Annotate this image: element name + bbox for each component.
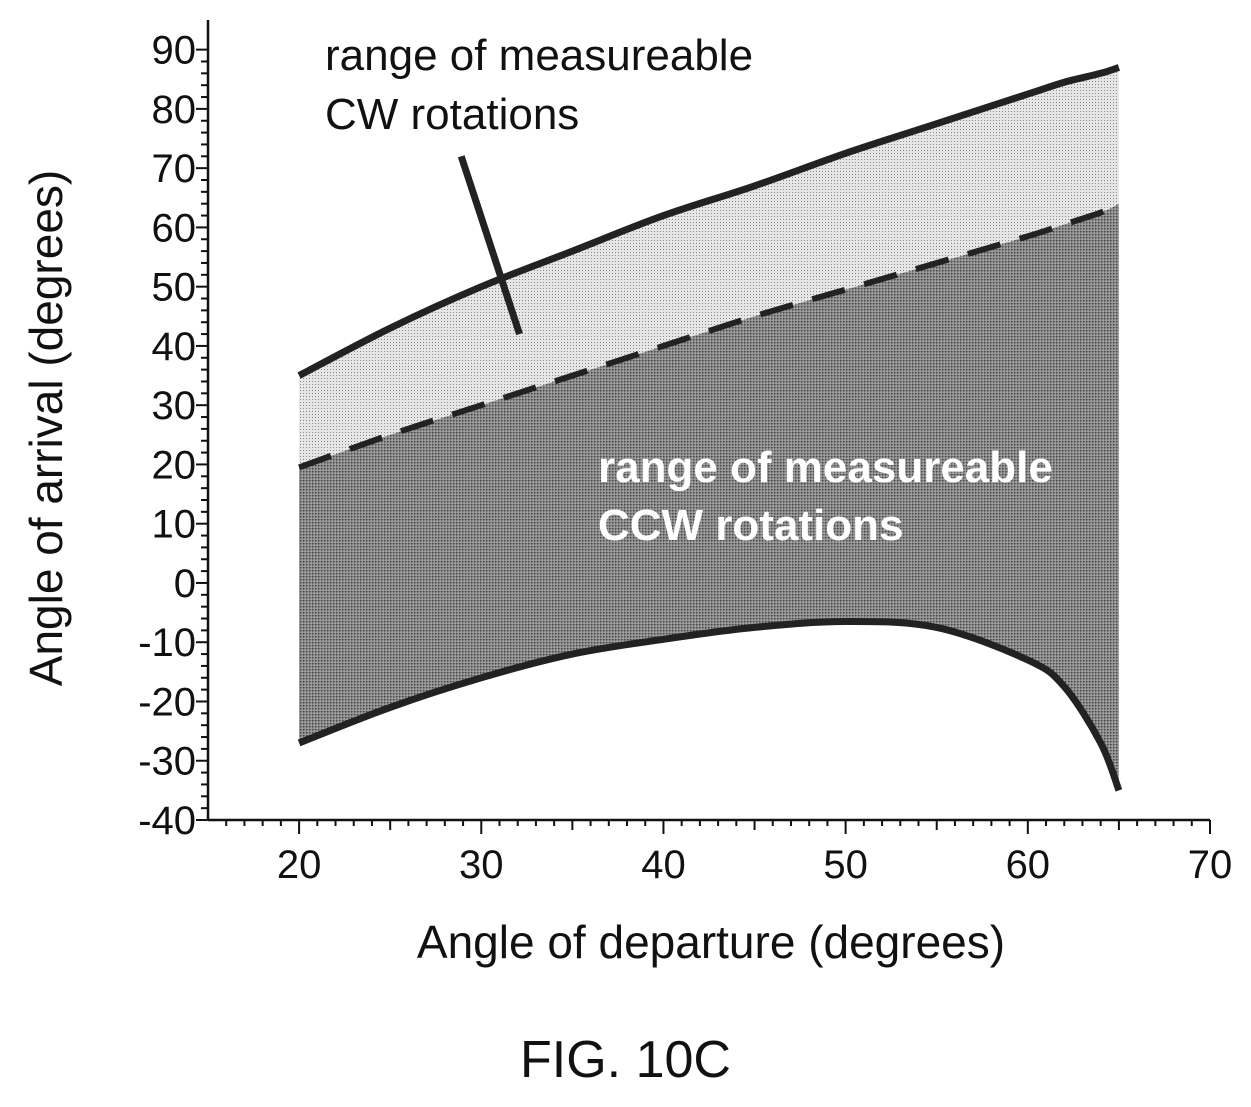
annotations: range of measureable CW rotations range of… bbox=[325, 31, 1053, 550]
y-tick-label: 70 bbox=[152, 147, 197, 191]
x-tick-label: 20 bbox=[277, 843, 322, 887]
series-lines bbox=[297, 64, 1123, 792]
y-tick-label: 0 bbox=[174, 562, 196, 606]
ccw-annotation-line-2: CCW rotations bbox=[598, 501, 904, 550]
axes: -40 -30 -20 -10 0 10 20 30 40 50 60 70 80 90 20 30 40 50 6… bbox=[20, 20, 1232, 968]
y-tick-label: 40 bbox=[152, 325, 197, 369]
lower-bound-line bbox=[297, 617, 1123, 792]
y-axis-title: Angle of arrival (degrees) bbox=[20, 170, 72, 686]
x-tick-label: 60 bbox=[1006, 843, 1051, 887]
cw-annotation-leader-line bbox=[457, 155, 523, 336]
y-tick-label: 90 bbox=[152, 29, 197, 73]
x-axis-title: Angle of departure (degrees) bbox=[417, 916, 1005, 968]
y-tick-label: 30 bbox=[152, 384, 197, 428]
chart: -40 -30 -20 -10 0 10 20 30 40 50 60 70 80 90 20 30 40 50 6… bbox=[20, 20, 1232, 968]
y-tick-label: 20 bbox=[152, 443, 197, 487]
region-ccw-rotations bbox=[299, 203, 1119, 791]
cw-annotation-line-2: CW rotations bbox=[325, 90, 579, 139]
ccw-annotation-line-1: range of measureable bbox=[598, 443, 1053, 492]
upper-bound-line bbox=[297, 64, 1121, 379]
y-tick-label: -40 bbox=[138, 799, 196, 843]
y-tick-label: -10 bbox=[138, 621, 196, 665]
y-tick-label: -30 bbox=[138, 740, 196, 784]
y-tick-label: 60 bbox=[152, 206, 197, 250]
y-tick-label: 10 bbox=[152, 503, 197, 547]
x-tick-label: 50 bbox=[823, 843, 868, 887]
region-cw-rotations bbox=[299, 67, 1119, 468]
cw-annotation-line-1: range of measureable bbox=[325, 31, 753, 80]
x-tick-label: 30 bbox=[459, 843, 504, 887]
middle-dashed-line bbox=[298, 201, 1121, 471]
x-tick-label: 70 bbox=[1188, 843, 1233, 887]
shaded-regions bbox=[299, 67, 1119, 791]
y-tick-label: -20 bbox=[138, 680, 196, 724]
figure-caption: FIG. 10C bbox=[520, 1031, 731, 1089]
y-tick-label: 80 bbox=[152, 88, 197, 132]
x-tick-label: 40 bbox=[641, 843, 686, 887]
y-tick-label: 50 bbox=[152, 266, 197, 310]
